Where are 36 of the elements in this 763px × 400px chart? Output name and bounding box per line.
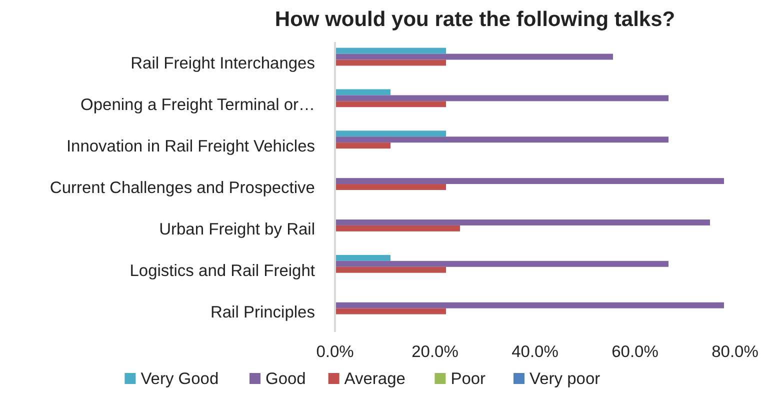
legend-label: Poor	[450, 370, 486, 388]
bar	[335, 302, 724, 308]
legend-label: Very Good	[140, 370, 219, 388]
x-tick-label: 40.0%	[512, 343, 559, 361]
y-tick-label: Rail Freight Interchanges	[130, 54, 315, 73]
y-tick-label: Opening a Freight Terminal or…	[80, 96, 315, 114]
bar	[335, 101, 446, 108]
bar	[335, 54, 613, 60]
bar	[335, 48, 446, 54]
bar	[335, 95, 668, 102]
x-tick-label: 80.0%	[712, 343, 759, 361]
x-tick-label: 0.0%	[316, 343, 354, 361]
y-tick-label: Innovation in Rail Freight Vehicles	[66, 138, 315, 156]
bar	[335, 308, 446, 314]
bar	[335, 60, 446, 66]
legend-label: Very poor	[530, 370, 601, 388]
x-tick-label: 20.0%	[412, 343, 459, 361]
legend-label: Good	[266, 370, 306, 388]
bar	[335, 219, 710, 226]
bar	[335, 136, 668, 143]
y-tick-label: Logistics and Rail Freight	[130, 262, 316, 280]
bar	[335, 254, 390, 261]
bar	[335, 266, 446, 273]
chart-title: How would you rate the following talks?	[274, 8, 676, 31]
bar	[335, 130, 446, 137]
bar	[335, 225, 460, 232]
x-tick-label: 60.0%	[612, 343, 659, 361]
bar	[335, 184, 446, 190]
bar	[335, 89, 390, 96]
bar	[335, 142, 390, 149]
legend-label: Average	[344, 370, 406, 388]
y-tick-label: Urban Freight by Rail	[159, 220, 315, 238]
bar	[335, 178, 724, 184]
bar	[335, 260, 668, 267]
y-tick-label: Rail Principles	[210, 303, 315, 322]
y-tick-label: Current Challenges and Prospective	[50, 179, 315, 197]
